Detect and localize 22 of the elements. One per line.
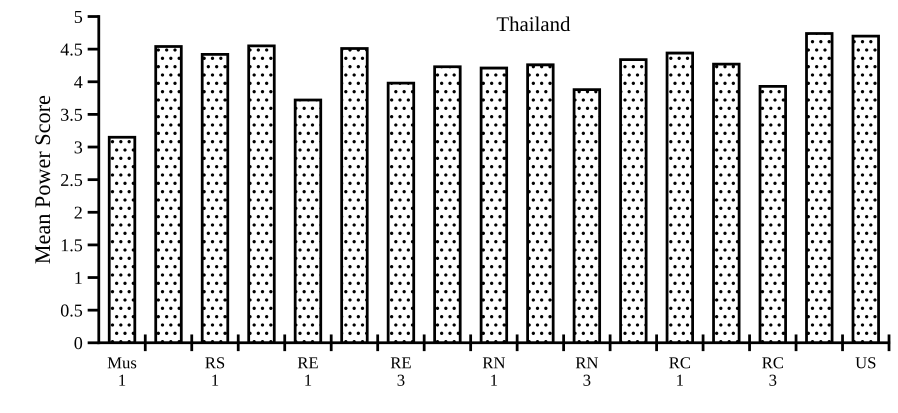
x-tick-label: RE 1 [298, 357, 318, 386]
x-tick-label: RN 1 [482, 357, 506, 386]
y-tick-label: 0.5 [60, 304, 82, 317]
x-tick-label: RE 3 [390, 357, 411, 386]
y-tick-label: 4.5 [60, 44, 82, 56]
y-tick-label: 2.5 [61, 174, 82, 186]
chart-title: Thailand [496, 16, 570, 32]
y-tick-label: 2 [74, 206, 82, 219]
x-tick-label: Mus 1 [108, 357, 136, 386]
y-tick-label: 3.5 [61, 108, 82, 121]
y-axis-title: Mean Power Score [35, 96, 50, 264]
x-tick-label: RC 3 [762, 357, 784, 386]
x-tick-label: US [855, 357, 876, 368]
y-tick-label: 4 [74, 76, 83, 88]
x-tick-label: RC 1 [669, 357, 690, 386]
y-tick-label: 1.5 [62, 239, 82, 252]
y-tick-label: 5 [74, 10, 82, 23]
x-tick-label: RN 3 [576, 357, 598, 386]
y-tick-label: 3 [74, 141, 82, 154]
y-tick-label: 1 [75, 272, 82, 284]
x-tick-label: RS 1 [205, 357, 224, 386]
y-tick-label: 0 [74, 337, 82, 350]
